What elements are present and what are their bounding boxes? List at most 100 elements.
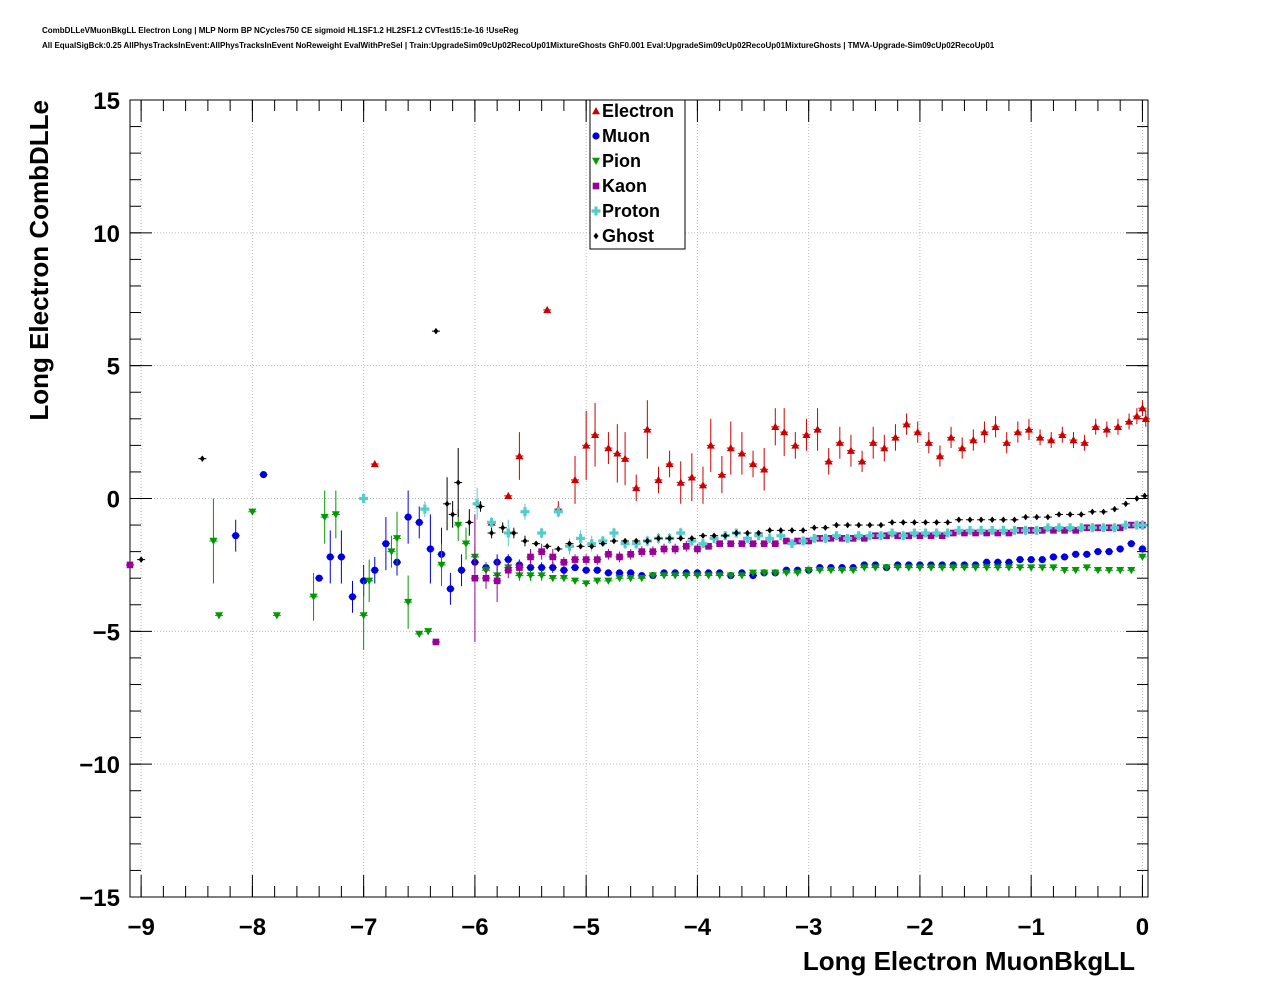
data-point-kaon [471,574,479,582]
data-point-ghost [678,535,684,542]
data-point-kaon [783,537,790,545]
data-point-muon [1038,556,1046,564]
data-point-electron [1069,436,1078,444]
data-point-proton [1098,523,1108,533]
data-point-kaon [860,535,868,542]
data-point-kaon [705,543,712,550]
legend-label-ghost: Ghost [602,226,654,246]
data-point-pion [626,575,635,583]
data-point-electron [1047,436,1056,444]
data-point-electron [621,454,630,462]
data-point-kaon [616,553,623,561]
data-point-ghost [455,479,461,486]
data-point-proton [420,504,430,514]
legend: Electron Muon Pion Kaon Proton Ghost [589,99,686,250]
data-point-muon [259,470,268,479]
data-point-proton [909,528,919,538]
data-point-pion [526,572,535,580]
data-point-electron [1091,422,1100,430]
data-point-electron [687,473,696,481]
data-point-muon [983,558,991,566]
data-point-proton [698,539,708,549]
data-point-proton [1032,525,1042,535]
data-point-pion [359,612,368,620]
data-point-proton [676,528,686,538]
data-point-electron [1102,425,1111,433]
data-point-ghost [1100,508,1106,515]
data-point-kaon [571,556,579,563]
data-point-ghost [767,527,773,534]
data-point-ghost [1045,513,1051,521]
data-point-muon [504,556,512,564]
legend-marker-ghost [593,232,599,240]
data-point-kaon [1116,524,1124,532]
data-point-pion [515,572,524,580]
series-pion [209,490,1147,650]
data-point-kaon [1039,527,1046,534]
data-point-pion [365,577,374,585]
data-point-pion [604,577,613,585]
data-point-ghost [833,521,839,529]
legend-marker-kaon [592,182,600,190]
x-tick-label: −3 [795,914,822,941]
data-point-electron [613,449,622,457]
data-point-proton [887,528,897,538]
data-point-kaon [682,543,690,550]
data-point-pion [960,564,969,572]
data-point-muon [1127,540,1135,548]
data-point-pion [571,577,580,585]
y-tick-label: −15 [79,885,120,912]
data-point-electron [591,430,600,438]
data-point-kaon [727,540,735,547]
data-point-ghost [889,519,895,526]
data-point-pion [537,572,546,580]
legend-marker-electron [592,107,600,115]
data-point-kaon [1050,527,1057,534]
data-point-pion [248,508,257,516]
data-point-proton [609,528,619,538]
data-point-kaon [994,529,1002,537]
data-point-ghost [811,524,817,531]
data-point-pion [826,567,835,575]
data-point-muon [571,563,579,572]
data-point-electron [717,470,726,478]
data-point-pion [971,564,980,572]
data-point-kaon [794,537,801,545]
x-tick-label: −6 [461,914,488,941]
data-point-muon [994,558,1002,566]
data-point-ghost [578,543,584,550]
data-point-ghost [911,519,917,526]
data-point-ghost [722,532,728,539]
data-point-ghost [934,519,940,526]
data-point-kaon [582,556,590,563]
data-point-ghost [199,455,205,462]
data-point-proton [1132,520,1142,530]
data-point-electron [802,430,811,438]
data-point-ghost [922,519,928,526]
data-point-proton [998,525,1008,535]
data-point-kaon [749,540,757,547]
data-point-electron [771,422,780,430]
data-point-pion [393,535,402,543]
data-point-proton [920,528,930,538]
data-point-electron [760,465,769,473]
data-point-pion [927,564,936,572]
data-point-muon [1005,558,1013,566]
x-axis-title: Long Electron MuonBkgLL [803,946,1135,976]
data-point-kaon [126,561,134,569]
data-point-ghost [800,527,806,534]
data-point-pion [849,567,858,575]
data-point-pion [982,564,991,572]
data-point-electron [947,433,956,441]
data-point-electron [632,483,641,492]
data-point-kaon [649,548,657,555]
data-point-ghost [1000,516,1006,523]
data-point-electron [935,451,944,460]
data-point-pion [671,572,680,580]
data-point-kaon [1016,527,1024,534]
data-point-pion [1138,553,1147,561]
data-point-pion [404,598,413,607]
data-point-ghost [1011,516,1017,523]
data-point-pion [309,593,318,601]
data-point-ghost [1112,505,1118,513]
